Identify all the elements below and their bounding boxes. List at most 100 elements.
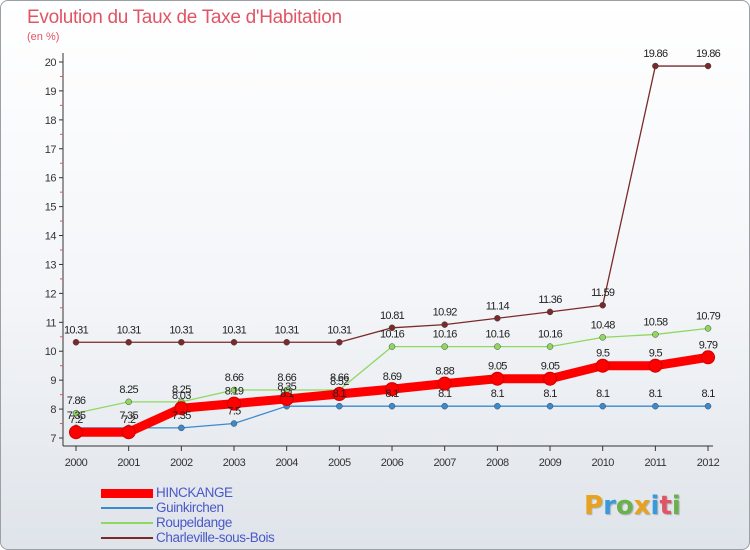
x-tick-label: 2000 bbox=[65, 457, 88, 469]
data-label: 7.35 bbox=[172, 410, 191, 422]
chart-subtitle: (en %) bbox=[27, 31, 60, 43]
data-label: 8.66 bbox=[277, 372, 296, 384]
series-line-charleville-sous-bois bbox=[75, 65, 709, 343]
data-point bbox=[279, 391, 294, 406]
data-label: 8.88 bbox=[435, 366, 454, 378]
proxiti-logo: Proxiti bbox=[584, 491, 681, 521]
data-point bbox=[72, 339, 80, 346]
data-label: 11.14 bbox=[486, 300, 510, 312]
y-tick-label: 7 bbox=[50, 433, 56, 445]
data-label: 11.36 bbox=[538, 294, 562, 306]
y-tick-label: 18 bbox=[45, 115, 57, 127]
data-label: 8.1 bbox=[385, 388, 399, 400]
logo-letter: x bbox=[633, 491, 651, 521]
data-label: 8.1 bbox=[491, 388, 505, 400]
y-tick-label: 20 bbox=[45, 57, 57, 69]
data-label: 9.05 bbox=[488, 361, 507, 373]
y-tick-label: 13 bbox=[45, 259, 57, 271]
data-point bbox=[599, 334, 606, 341]
data-label: 8.1 bbox=[596, 388, 610, 400]
data-label: 8.1 bbox=[333, 388, 347, 400]
data-label: 8.1 bbox=[543, 388, 557, 400]
data-point bbox=[595, 358, 610, 373]
data-label: 19.86 bbox=[696, 48, 721, 60]
data-label: 10.16 bbox=[433, 329, 458, 341]
data-label: 10.81 bbox=[380, 310, 405, 322]
data-point bbox=[385, 382, 400, 397]
data-point bbox=[227, 396, 242, 411]
x-tick-label: 2012 bbox=[697, 457, 720, 469]
data-label: 7.35 bbox=[67, 410, 86, 422]
data-point bbox=[72, 409, 80, 417]
data-label: 7.2 bbox=[122, 414, 136, 426]
data-point bbox=[437, 376, 452, 391]
legend-swatch bbox=[101, 537, 153, 539]
y-tick-label: 11 bbox=[46, 317, 57, 329]
data-point bbox=[178, 339, 185, 346]
legend-swatch bbox=[101, 507, 153, 509]
logo-letter: i bbox=[671, 491, 681, 521]
y-tick-label: 12 bbox=[45, 288, 57, 300]
data-label: 10.92 bbox=[433, 307, 458, 319]
data-label: 7.35 bbox=[119, 410, 138, 422]
data-label: 10.31 bbox=[117, 324, 142, 336]
data-label: 8.25 bbox=[119, 384, 138, 396]
y-tick-label: 15 bbox=[45, 202, 57, 214]
data-label: 7.2 bbox=[69, 414, 83, 426]
data-point bbox=[704, 402, 712, 410]
data-point bbox=[704, 62, 712, 70]
data-label: 10.79 bbox=[696, 310, 721, 322]
data-label: 8.1 bbox=[701, 388, 715, 400]
data-point bbox=[174, 401, 189, 416]
data-label: 10.16 bbox=[538, 329, 563, 341]
data-label: 9.5 bbox=[596, 348, 610, 360]
data-point bbox=[441, 321, 448, 328]
data-label: 10.48 bbox=[591, 319, 616, 331]
data-point bbox=[388, 343, 396, 350]
logo-letter: t bbox=[659, 491, 672, 521]
x-tick-label: 2005 bbox=[328, 457, 351, 469]
data-label: 9.5 bbox=[649, 348, 663, 360]
data-point bbox=[490, 371, 505, 386]
data-label: 10.31 bbox=[275, 324, 300, 336]
data-label: 11.59 bbox=[591, 287, 615, 299]
data-point bbox=[652, 62, 659, 70]
data-point bbox=[652, 402, 659, 410]
data-point bbox=[546, 308, 554, 316]
y-tick-label: 16 bbox=[45, 173, 57, 185]
data-label: 19.86 bbox=[643, 48, 668, 60]
data-point bbox=[178, 424, 185, 432]
data-label: 8.1 bbox=[438, 388, 452, 400]
data-point bbox=[336, 402, 343, 410]
data-label: 9.79 bbox=[699, 339, 718, 351]
chart-title: Evolution du Taux de Taxe d'Habitation bbox=[27, 7, 342, 28]
legend-label: Charleville-sous-Bois bbox=[156, 530, 275, 545]
x-tick-label: 2009 bbox=[539, 457, 562, 469]
data-label: 8.19 bbox=[225, 386, 244, 398]
x-tick-label: 2010 bbox=[591, 457, 614, 469]
data-point bbox=[704, 325, 712, 332]
legend-label: Guinkirchen bbox=[156, 500, 224, 515]
data-point bbox=[599, 402, 606, 410]
data-label: 8.35 bbox=[277, 381, 296, 393]
data-label: 10.31 bbox=[327, 324, 352, 336]
data-point bbox=[441, 402, 448, 410]
x-tick-label: 2001 bbox=[117, 457, 140, 469]
logo-letter: r bbox=[603, 491, 616, 521]
data-label: 7.5 bbox=[227, 406, 241, 418]
y-tick-label: 19 bbox=[45, 86, 57, 98]
data-point bbox=[332, 387, 347, 402]
data-label: 10.31 bbox=[222, 324, 247, 336]
data-point bbox=[125, 398, 132, 406]
data-label: 8.03 bbox=[172, 390, 191, 402]
data-point bbox=[69, 425, 83, 440]
data-label: 10.16 bbox=[380, 329, 405, 341]
data-label: 8.52 bbox=[330, 376, 349, 388]
data-label: 9.05 bbox=[541, 361, 560, 373]
data-label: 8.66 bbox=[330, 372, 349, 384]
legend-swatch bbox=[101, 522, 153, 524]
data-point bbox=[441, 343, 448, 350]
data-point bbox=[494, 343, 501, 350]
data-label: 10.31 bbox=[169, 324, 194, 336]
